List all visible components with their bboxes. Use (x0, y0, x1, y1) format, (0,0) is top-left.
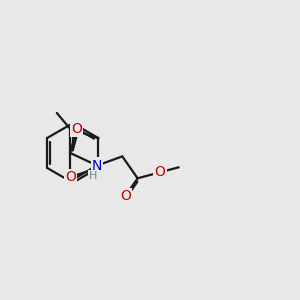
Text: O: O (65, 170, 76, 184)
Text: O: O (120, 189, 131, 203)
Text: O: O (71, 122, 82, 136)
Text: O: O (154, 165, 165, 179)
Text: H: H (88, 171, 97, 181)
Text: N: N (92, 158, 102, 172)
